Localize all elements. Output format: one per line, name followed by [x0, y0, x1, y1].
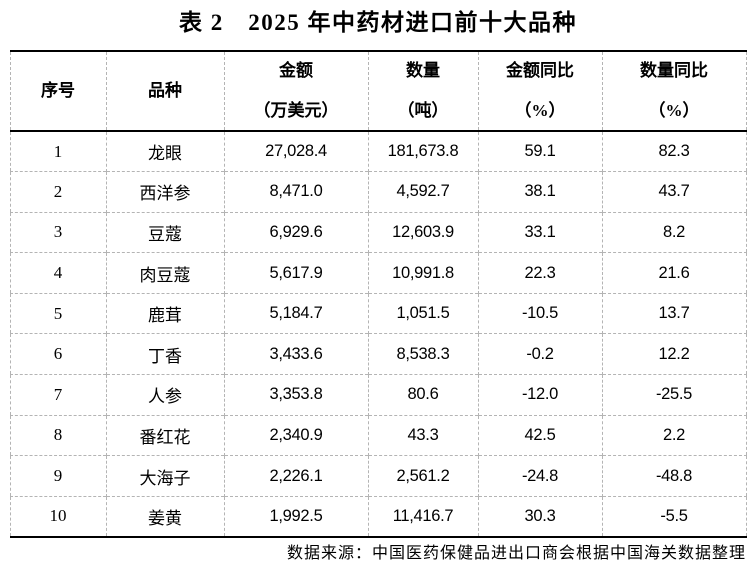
cell-rank: 10	[10, 495, 106, 537]
cell-quantity: 8,538.3	[367, 333, 478, 375]
cell-quantity: 80.6	[367, 374, 478, 416]
cell-amount: 27,028.4	[223, 131, 368, 172]
col-header-no: 序号	[10, 51, 106, 132]
cell-quantity: 181,673.8	[367, 131, 478, 172]
table-row: 6 丁香 3,433.6 8,538.3 -0.2 12.2	[10, 333, 746, 375]
cell-variety: 人参	[105, 374, 224, 416]
col-header-label: 序号	[41, 81, 75, 100]
table-row: 8 番红花 2,340.9 43.3 42.5 2.2	[10, 414, 746, 456]
cell-variety: 肉豆蔻	[105, 252, 224, 294]
col-header-unit: （%）	[648, 101, 700, 120]
cell-variety: 西洋参	[105, 171, 224, 213]
cell-variety: 鹿茸	[105, 292, 224, 334]
header-row: 序号 品种 金额 （万美元） 数量 （吨） 金额同比 （%）	[10, 51, 746, 132]
table-row: 9 大海子 2,226.1 2,561.2 -24.8 -48.8	[10, 455, 746, 497]
cell-rank: 9	[10, 455, 106, 497]
cell-amount: 1,992.5	[223, 495, 368, 537]
col-header-label: 数量	[406, 61, 440, 80]
table-row: 4 肉豆蔻 5,617.9 10,991.8 22.3 21.6	[10, 252, 746, 294]
cell-quantity: 12,603.9	[367, 211, 478, 253]
col-header-label: 品种	[148, 81, 182, 100]
cell-variety: 丁香	[105, 333, 224, 375]
col-header-unit: （%）	[514, 101, 566, 120]
cell-quantity: 10,991.8	[367, 252, 478, 294]
cell-quantity: 11,416.7	[367, 495, 478, 537]
cell-quantity-yoy: 2.2	[601, 414, 746, 456]
cell-amount-yoy: 59.1	[477, 131, 602, 172]
col-header-amount: 金额 （万美元）	[223, 51, 368, 132]
cell-variety: 大海子	[105, 455, 224, 497]
cell-rank: 2	[10, 171, 106, 213]
cell-rank: 1	[53, 141, 63, 161]
cell-rank: 7	[10, 374, 106, 416]
cell-amount: 5,617.9	[223, 252, 368, 294]
col-header-amount-yoy: 金额同比 （%）	[477, 51, 602, 132]
table-row: 3 豆蔻 6,929.6 12,603.9 33.1 8.2	[10, 211, 746, 253]
table-row: 1 龙眼 27,028.4 181,673.8 59.1 82.3	[10, 131, 746, 172]
cell-quantity-yoy: 21.6	[601, 252, 746, 294]
cell-amount-yoy: 22.3	[477, 252, 602, 294]
cell-amount: 6,929.6	[223, 211, 368, 253]
cell-quantity: 1,051.5	[367, 292, 478, 334]
col-header-label: 数量同比	[640, 61, 708, 80]
cell-amount-yoy: -12.0	[477, 374, 602, 416]
table-row: 5 鹿茸 5,184.7 1,051.5 -10.5 13.7	[10, 292, 746, 334]
cell-quantity-yoy: 8.2	[601, 211, 746, 253]
cell-rank: 4	[10, 252, 106, 294]
cell-amount: 3,353.8	[223, 374, 368, 416]
cell-amount-yoy: -10.5	[477, 292, 602, 334]
cell-quantity-yoy: 82.3	[601, 131, 746, 172]
cell-amount-yoy: 42.5	[477, 414, 602, 456]
cell-quantity-yoy: -5.5	[601, 495, 746, 537]
cell-rank: 5	[10, 292, 106, 334]
cell-amount-yoy: 33.1	[477, 211, 602, 253]
cell-amount: 2,340.9	[223, 414, 368, 456]
col-header-label: 金额	[279, 61, 313, 80]
cell-variety: 番红花	[105, 414, 224, 456]
import-top10-table: 序号 品种 金额 （万美元） 数量 （吨） 金额同比 （%）	[9, 50, 747, 538]
cell-quantity: 43.3	[367, 414, 478, 456]
cell-variety: 姜黄	[105, 495, 224, 537]
cell-amount: 5,184.7	[223, 292, 368, 334]
cell-amount: 8,471.0	[223, 171, 368, 213]
col-header-unit: （万美元）	[253, 101, 339, 120]
cell-quantity: 2,561.2	[367, 455, 478, 497]
table-row: 2 西洋参 8,471.0 4,592.7 38.1 43.7	[10, 171, 746, 213]
cell-quantity-yoy: 13.7	[601, 292, 746, 334]
cell-rank: 3	[10, 211, 106, 253]
col-header-label: 金额同比	[506, 61, 574, 80]
data-source-note: 数据来源：中国医药保健品进出口商会根据中国海关数据整理	[286, 544, 746, 562]
col-header-quantity-yoy: 数量同比 （%）	[601, 51, 746, 132]
cell-variety: 龙眼	[105, 131, 224, 172]
table-row: 10 姜黄 1,992.5 11,416.7 30.3 -5.5	[10, 495, 746, 537]
col-header-quantity: 数量 （吨）	[367, 51, 478, 132]
col-header-variety: 品种	[105, 51, 224, 132]
table-title: 表 2 2025 年中药材进口前十大品种	[179, 10, 577, 35]
cell-variety: 豆蔻	[105, 211, 224, 253]
cell-amount-yoy: 30.3	[477, 495, 602, 537]
cell-amount: 3,433.6	[223, 333, 368, 375]
cell-rank: 6	[10, 333, 106, 375]
cell-quantity-yoy: -25.5	[601, 374, 746, 416]
cell-amount: 2,226.1	[223, 455, 368, 497]
cell-quantity-yoy: -48.8	[601, 455, 746, 497]
cell-amount-yoy: -24.8	[477, 455, 602, 497]
cell-amount-yoy: 38.1	[477, 171, 602, 213]
col-header-unit: （吨）	[397, 101, 449, 120]
cell-quantity-yoy: 12.2	[601, 333, 746, 375]
cell-quantity-yoy: 43.7	[601, 171, 746, 213]
cell-amount-yoy: -0.2	[477, 333, 602, 375]
cell-rank: 8	[10, 414, 106, 456]
table-row: 7 人参 3,353.8 80.6 -12.0 -25.5	[10, 374, 746, 416]
cell-quantity: 4,592.7	[367, 171, 478, 213]
